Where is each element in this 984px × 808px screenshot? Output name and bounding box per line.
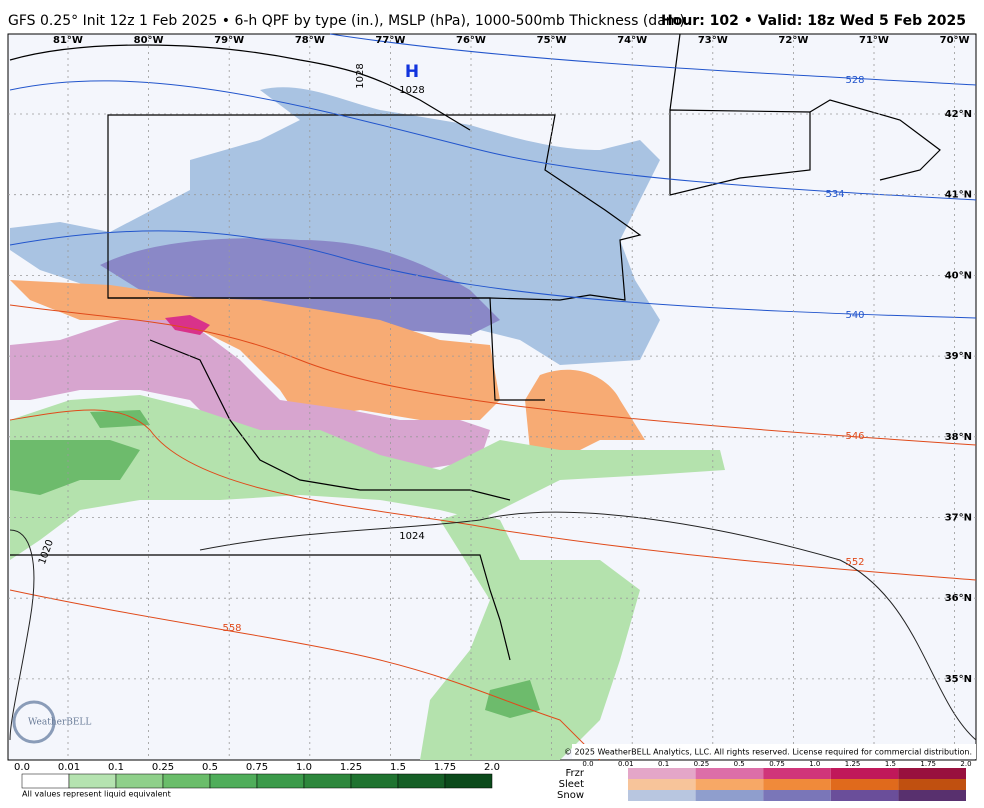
- type-swatch: [695, 779, 764, 790]
- type-swatch: [628, 779, 696, 790]
- type-swatch: [898, 779, 966, 790]
- type-swatch: [695, 790, 764, 801]
- pressure-label: 1024: [399, 531, 424, 542]
- thickness-label: 546: [845, 431, 864, 442]
- pressure-label: 1028: [355, 63, 366, 88]
- latitude-label: 37°N: [945, 513, 972, 524]
- type-scale-label: 0.0: [582, 760, 593, 768]
- latitude-label: 41°N: [945, 190, 972, 201]
- latitude-label: 40°N: [945, 270, 972, 281]
- latitude-label: 36°N: [945, 593, 972, 604]
- longitude-label: 71°W: [859, 35, 889, 46]
- high-marker: H: [405, 62, 419, 82]
- rain-swatch: [209, 773, 258, 789]
- rain-scale-label: 0.5: [202, 762, 218, 773]
- legend-note: All values represent liquid equivalent: [22, 790, 171, 799]
- longitude-label: 74°W: [617, 35, 647, 46]
- rain-scale-label: 1.25: [340, 762, 362, 773]
- longitude-label: 75°W: [537, 35, 567, 46]
- rain-swatch: [256, 773, 305, 789]
- longitude-label: 77°W: [375, 35, 405, 46]
- type-label: Sleet: [559, 779, 584, 790]
- latitude-label: 38°N: [945, 432, 972, 443]
- rain-swatch: [115, 773, 164, 789]
- longitude-label: 80°W: [134, 35, 164, 46]
- type-label: Snow: [557, 790, 584, 801]
- copyright: © 2025 WeatherBELL Analytics, LLC. All r…: [564, 748, 972, 757]
- rain-scale-label: 1.0: [296, 762, 312, 773]
- type-swatch: [830, 779, 899, 790]
- rain-swatch: [444, 773, 493, 789]
- type-swatch: [830, 768, 899, 779]
- type-scale-label: 0.1: [658, 760, 669, 768]
- rain-scale-label: 0.1: [108, 762, 124, 773]
- longitude-label: 79°W: [214, 35, 244, 46]
- rain-swatch: [68, 773, 117, 789]
- thickness-label: 540: [845, 310, 864, 321]
- type-scale-label: 1.0: [809, 760, 820, 768]
- map: [7, 33, 977, 761]
- type-swatch: [763, 768, 831, 779]
- longitude-label: 78°W: [295, 35, 325, 46]
- watermark: WeatherBELL: [28, 718, 91, 728]
- watermark-logo: [12, 700, 56, 744]
- latitude-label: 35°N: [945, 674, 972, 685]
- type-swatch: [763, 779, 831, 790]
- rain-scale-label: 2.0: [484, 762, 500, 773]
- thickness-label: 528: [845, 75, 864, 86]
- rain-swatch: [21, 773, 70, 789]
- title: GFS 0.25° Init 12z 1 Feb 2025 • 6-h QPF …: [8, 13, 685, 29]
- type-scale-label: 0.25: [694, 760, 710, 768]
- latitude-label: 39°N: [945, 351, 972, 362]
- rain-scale-label: 1.5: [390, 762, 406, 773]
- type-swatch: [763, 790, 831, 801]
- rain-swatch: [162, 773, 211, 789]
- rain-scale-label: 0.0: [14, 762, 30, 773]
- thickness-label: 552: [845, 557, 864, 568]
- type-scale-label: 1.75: [920, 760, 936, 768]
- rain-swatch: [303, 773, 352, 789]
- rain-scale-label: 1.75: [434, 762, 456, 773]
- type-scale-label: 2.0: [960, 760, 971, 768]
- latitude-label: 42°N: [945, 109, 972, 120]
- rain-swatch: [397, 773, 446, 789]
- pressure-label: 1028: [399, 85, 424, 96]
- type-swatch: [695, 768, 764, 779]
- longitude-label: 73°W: [698, 35, 728, 46]
- type-swatch: [898, 790, 966, 801]
- rain-scale-label: 0.75: [246, 762, 268, 773]
- rain-swatch: [350, 773, 399, 789]
- type-swatch: [628, 790, 696, 801]
- type-scale-label: 1.5: [885, 760, 896, 768]
- longitude-label: 76°W: [456, 35, 486, 46]
- copyright-bg: [572, 744, 976, 759]
- type-label: Frzr: [566, 768, 585, 779]
- type-swatch: [830, 790, 899, 801]
- rain-scale-label: 0.01: [58, 762, 80, 773]
- longitude-label: 81°W: [53, 35, 83, 46]
- type-scale-label: 0.01: [618, 760, 634, 768]
- type-scale-label: 0.75: [769, 760, 785, 768]
- type-scale-label: 0.5: [734, 760, 745, 768]
- longitude-label: 70°W: [940, 35, 970, 46]
- rain-scale-label: 0.25: [152, 762, 174, 773]
- valid-time: Hour: 102 • Valid: 18z Wed 5 Feb 2025: [661, 13, 966, 29]
- type-scale-label: 1.25: [845, 760, 861, 768]
- thickness-label: 558: [222, 623, 241, 634]
- type-swatch: [898, 768, 966, 779]
- longitude-label: 72°W: [778, 35, 808, 46]
- thickness-label: 534: [825, 189, 844, 200]
- type-swatch: [628, 768, 696, 779]
